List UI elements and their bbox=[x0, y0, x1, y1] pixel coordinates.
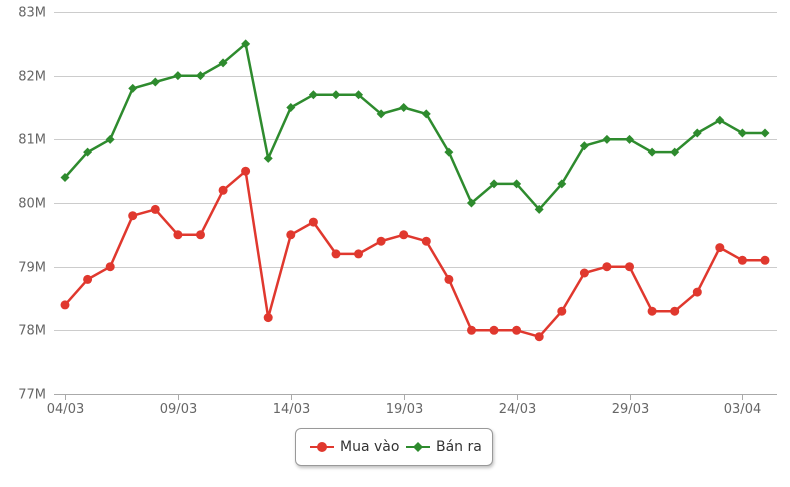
legend-marker-diamond bbox=[413, 442, 423, 452]
data-point-mua-vao[interactable] bbox=[670, 306, 680, 316]
x-tick-label: 09/03 bbox=[160, 402, 197, 417]
data-point-mua-vao[interactable] bbox=[128, 211, 138, 221]
data-point-ban-ra[interactable] bbox=[512, 179, 522, 189]
data-point-mua-vao[interactable] bbox=[399, 230, 409, 240]
y-tick-label: 82M bbox=[18, 70, 46, 85]
data-point-ban-ra[interactable] bbox=[399, 103, 409, 112]
data-point-mua-vao[interactable] bbox=[444, 274, 454, 284]
legend-marker-circle bbox=[317, 442, 327, 452]
data-point-mua-vao[interactable] bbox=[579, 268, 589, 278]
legend-item-ban-ra[interactable]: Bán ra bbox=[406, 438, 482, 456]
axes: 77M 78M 79M 80M 81M 82M 83M 04/03 09/03 14/03 19/0… bbox=[18, 6, 777, 417]
data-point-mua-vao[interactable] bbox=[196, 230, 205, 240]
data-point-mua-vao[interactable] bbox=[263, 313, 273, 323]
legend-swatch-mua-vao bbox=[310, 438, 334, 456]
data-point-ban-ra[interactable] bbox=[625, 134, 635, 144]
x-tick-label: 29/03 bbox=[612, 402, 649, 417]
data-point-mua-vao[interactable] bbox=[331, 249, 341, 259]
data-point-mua-vao[interactable] bbox=[218, 185, 228, 195]
y-tick-label: 78M bbox=[18, 324, 46, 339]
data-point-mua-vao[interactable] bbox=[241, 166, 251, 176]
legend-label-mua-vao: Mua vào bbox=[340, 439, 400, 455]
data-point-ban-ra[interactable] bbox=[308, 90, 318, 100]
data-point-ban-ra[interactable] bbox=[286, 103, 296, 112]
y-tick-label: 79M bbox=[18, 261, 46, 276]
data-point-ban-ra[interactable] bbox=[218, 58, 228, 68]
data-point-ban-ra[interactable] bbox=[579, 141, 589, 151]
data-point-ban-ra[interactable] bbox=[670, 147, 680, 157]
data-point-ban-ra[interactable] bbox=[173, 71, 183, 81]
y-tick-label: 83M bbox=[18, 6, 46, 21]
data-point-mua-vao[interactable] bbox=[760, 255, 770, 265]
data-point-mua-vao[interactable] bbox=[308, 217, 318, 227]
data-point-ban-ra[interactable] bbox=[421, 109, 431, 119]
data-point-ban-ra[interactable] bbox=[692, 128, 702, 138]
data-point-mua-vao[interactable] bbox=[376, 236, 386, 246]
series-line-1 bbox=[64, 42, 765, 211]
data-point-mua-vao[interactable] bbox=[647, 306, 657, 316]
data-point-ban-ra[interactable] bbox=[715, 115, 725, 125]
data-point-ban-ra[interactable] bbox=[444, 147, 454, 157]
data-point-mua-vao[interactable] bbox=[105, 262, 115, 272]
data-point-mua-vao[interactable] bbox=[625, 262, 634, 272]
data-point-ban-ra[interactable] bbox=[557, 179, 567, 189]
data-point-ban-ra[interactable] bbox=[241, 39, 251, 49]
data-point-mua-vao[interactable] bbox=[60, 300, 70, 310]
data-point-mua-vao[interactable] bbox=[83, 274, 93, 284]
data-point-ban-ra[interactable] bbox=[83, 147, 93, 157]
data-point-ban-ra[interactable] bbox=[263, 153, 273, 163]
data-point-ban-ra[interactable] bbox=[331, 90, 341, 100]
x-tick-label: 14/03 bbox=[273, 402, 310, 417]
data-point-ban-ra[interactable] bbox=[376, 109, 386, 119]
data-point-ban-ra[interactable] bbox=[534, 204, 544, 214]
data-point-ban-ra[interactable] bbox=[737, 128, 747, 138]
data-point-mua-vao[interactable] bbox=[602, 262, 612, 272]
data-point-ban-ra[interactable] bbox=[105, 134, 115, 144]
data-point-ban-ra[interactable] bbox=[647, 147, 657, 157]
data-point-ban-ra[interactable] bbox=[195, 71, 205, 81]
data-point-ban-ra[interactable] bbox=[760, 128, 770, 138]
data-point-mua-vao[interactable] bbox=[557, 306, 567, 316]
data-point-mua-vao[interactable] bbox=[421, 236, 431, 246]
data-point-ban-ra[interactable] bbox=[489, 179, 499, 189]
data-point-ban-ra[interactable] bbox=[150, 77, 160, 87]
x-tick-label: 19/03 bbox=[386, 402, 423, 417]
legend-label-ban-ra: Bán ra bbox=[436, 439, 482, 455]
data-point-mua-vao[interactable] bbox=[150, 204, 160, 214]
legend: Mua vào Bán ra bbox=[295, 428, 493, 466]
data-point-mua-vao[interactable] bbox=[534, 332, 544, 342]
y-tick-label: 77M bbox=[18, 388, 46, 403]
data-point-mua-vao[interactable] bbox=[467, 325, 476, 335]
series-line-0 bbox=[64, 169, 765, 338]
x-tick-label: 04/03 bbox=[47, 402, 84, 417]
data-point-ban-ra[interactable] bbox=[466, 198, 476, 208]
data-point-mua-vao[interactable] bbox=[354, 249, 363, 259]
x-tick-label: 24/03 bbox=[499, 402, 536, 417]
legend-swatch-ban-ra bbox=[406, 438, 430, 456]
data-point-mua-vao[interactable] bbox=[715, 243, 725, 253]
data-point-mua-vao[interactable] bbox=[512, 325, 522, 335]
y-tick-label: 80M bbox=[18, 197, 46, 212]
data-point-mua-vao[interactable] bbox=[173, 230, 183, 240]
x-tick-label: 03/04 bbox=[724, 402, 761, 417]
data-point-mua-vao[interactable] bbox=[737, 255, 747, 265]
data-point-mua-vao[interactable] bbox=[286, 230, 296, 240]
data-point-mua-vao[interactable] bbox=[692, 287, 702, 297]
series-layer bbox=[60, 39, 770, 342]
data-point-ban-ra[interactable] bbox=[602, 134, 612, 144]
gridlines bbox=[54, 12, 777, 331]
data-point-ban-ra[interactable] bbox=[128, 83, 138, 93]
data-point-ban-ra[interactable] bbox=[60, 173, 70, 183]
data-point-mua-vao[interactable] bbox=[489, 325, 499, 335]
legend-item-mua-vao[interactable]: Mua vào bbox=[310, 438, 399, 456]
data-point-ban-ra[interactable] bbox=[354, 90, 364, 100]
y-tick-label: 81M bbox=[18, 133, 46, 148]
